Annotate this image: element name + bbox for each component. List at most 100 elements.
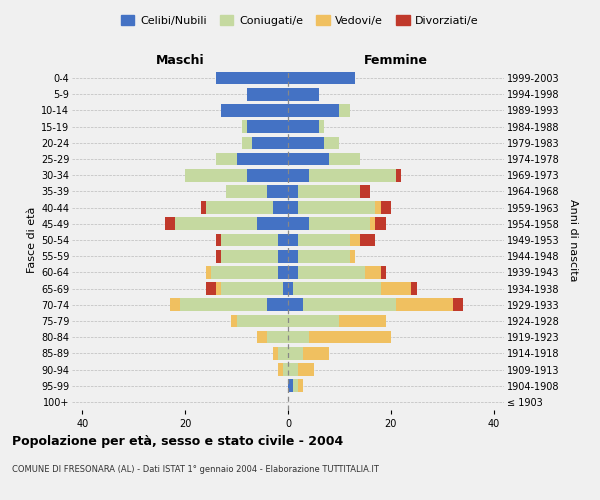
Bar [175,218,257,230]
Text: COMUNE DI FRESONARA (AL) - Dati ISTAT 1° gennaio 2004 - Elaborazione TUTTITALIA.: COMUNE DI FRESONARA (AL) - Dati ISTAT 1°… [12,465,379,474]
Bar [298,380,304,392]
Text: Popolazione per età, sesso e stato civile - 2004: Popolazione per età, sesso e stato civil… [12,435,343,448]
Bar [257,218,288,230]
Bar [324,136,340,149]
Bar [452,298,463,311]
Bar [298,250,350,262]
Bar [185,169,247,181]
Bar [288,169,308,181]
Bar [180,298,268,311]
Bar [252,136,288,149]
Bar [308,218,370,230]
Bar [298,202,376,214]
Bar [206,202,272,214]
Bar [272,202,288,214]
Bar [257,331,268,344]
Bar [216,72,288,85]
Bar [278,347,288,360]
Bar [396,298,452,311]
Bar [247,88,288,101]
Bar [216,152,236,166]
Bar [288,72,355,85]
Bar [268,298,288,311]
Bar [200,202,206,214]
Bar [298,266,365,278]
Bar [206,282,216,295]
Bar [170,298,180,311]
Y-axis label: Anni di nascita: Anni di nascita [568,198,578,281]
Legend: Celibi/Nubili, Coniugati/e, Vedovi/e, Divorziati/e: Celibi/Nubili, Coniugati/e, Vedovi/e, Di… [117,10,483,30]
Bar [288,202,298,214]
Bar [216,234,221,246]
Bar [247,120,288,133]
Bar [288,282,293,295]
Bar [268,185,288,198]
Bar [298,234,350,246]
Bar [298,185,360,198]
Bar [288,136,324,149]
Bar [206,266,211,278]
Y-axis label: Fasce di età: Fasce di età [26,207,37,273]
Bar [236,152,288,166]
Bar [288,331,308,344]
Bar [350,234,360,246]
Bar [340,314,386,328]
Bar [211,266,278,278]
Bar [226,185,268,198]
Bar [221,282,283,295]
Bar [380,266,386,278]
Bar [216,282,221,295]
Bar [376,218,386,230]
Bar [221,250,278,262]
Bar [221,104,288,117]
Bar [340,104,350,117]
Bar [288,347,304,360]
Bar [232,314,236,328]
Bar [288,185,298,198]
Bar [288,298,304,311]
Text: Femmine: Femmine [364,54,428,67]
Bar [365,266,380,278]
Bar [350,250,355,262]
Bar [272,347,278,360]
Bar [304,298,396,311]
Bar [278,266,288,278]
Bar [293,380,298,392]
Bar [288,218,308,230]
Bar [308,169,396,181]
Bar [396,169,401,181]
Bar [304,347,329,360]
Bar [283,363,288,376]
Bar [308,331,391,344]
Bar [236,314,288,328]
Bar [278,234,288,246]
Bar [242,120,247,133]
Bar [278,363,283,376]
Bar [288,250,298,262]
Bar [293,282,380,295]
Bar [288,314,340,328]
Bar [242,136,252,149]
Bar [288,266,298,278]
Bar [288,363,298,376]
Bar [216,250,221,262]
Bar [360,234,376,246]
Text: Maschi: Maschi [155,54,205,67]
Bar [376,202,380,214]
Bar [288,152,329,166]
Bar [360,185,370,198]
Bar [298,363,314,376]
Bar [329,152,360,166]
Bar [283,282,288,295]
Bar [247,169,288,181]
Bar [380,202,391,214]
Bar [288,120,319,133]
Bar [288,234,298,246]
Bar [288,104,340,117]
Bar [319,120,324,133]
Bar [288,88,319,101]
Bar [412,282,416,295]
Bar [164,218,175,230]
Bar [370,218,376,230]
Bar [288,380,293,392]
